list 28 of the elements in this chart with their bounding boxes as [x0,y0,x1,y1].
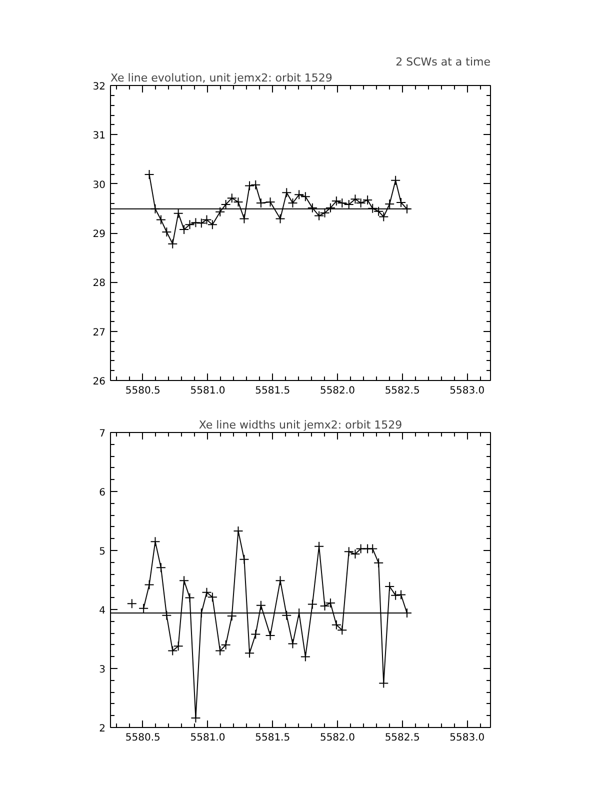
y-tick-label: 31 [92,130,106,142]
x-tick-label: 5583.0 [450,732,485,744]
y-tick-label: 7 [99,428,106,440]
x-tick-label: 5583.0 [450,386,485,396]
y-tick-label: 29 [92,229,106,240]
y-tick-label: 4 [99,606,106,616]
x-tick-label: 5580.5 [125,386,160,396]
y-tick-label: 28 [92,278,106,290]
x-tick-label: 5582.0 [320,386,355,396]
chart-subtitle: 2 SCWs at a time [396,56,491,68]
x-tick-label: 5581.0 [190,386,226,396]
x-tick-label: 5581.0 [190,732,226,744]
chart-title: Xe line widths unit jemx2: orbit 1529 [198,418,402,432]
y-tick-label: 2 [99,724,106,734]
x-tick-label: 5581.5 [255,732,290,744]
x-tick-label: 5581.5 [255,386,290,396]
x-tick-label: 5582.5 [384,386,420,396]
chart-title: Xe line evolution, unit jemx2: orbit 1529 [110,72,332,84]
y-tick-label: 5 [99,546,106,558]
y-tick-label: 27 [92,327,106,338]
y-tick-label: 3 [99,664,106,676]
x-tick-label: 5580.5 [125,732,160,744]
x-tick-label: 5582.5 [384,732,420,744]
y-tick-label: 26 [92,376,106,388]
x-tick-label: 5582.0 [320,732,355,744]
y-tick-label: 30 [92,180,106,191]
y-tick-label: 32 [92,82,106,92]
y-tick-label: 6 [99,488,106,498]
